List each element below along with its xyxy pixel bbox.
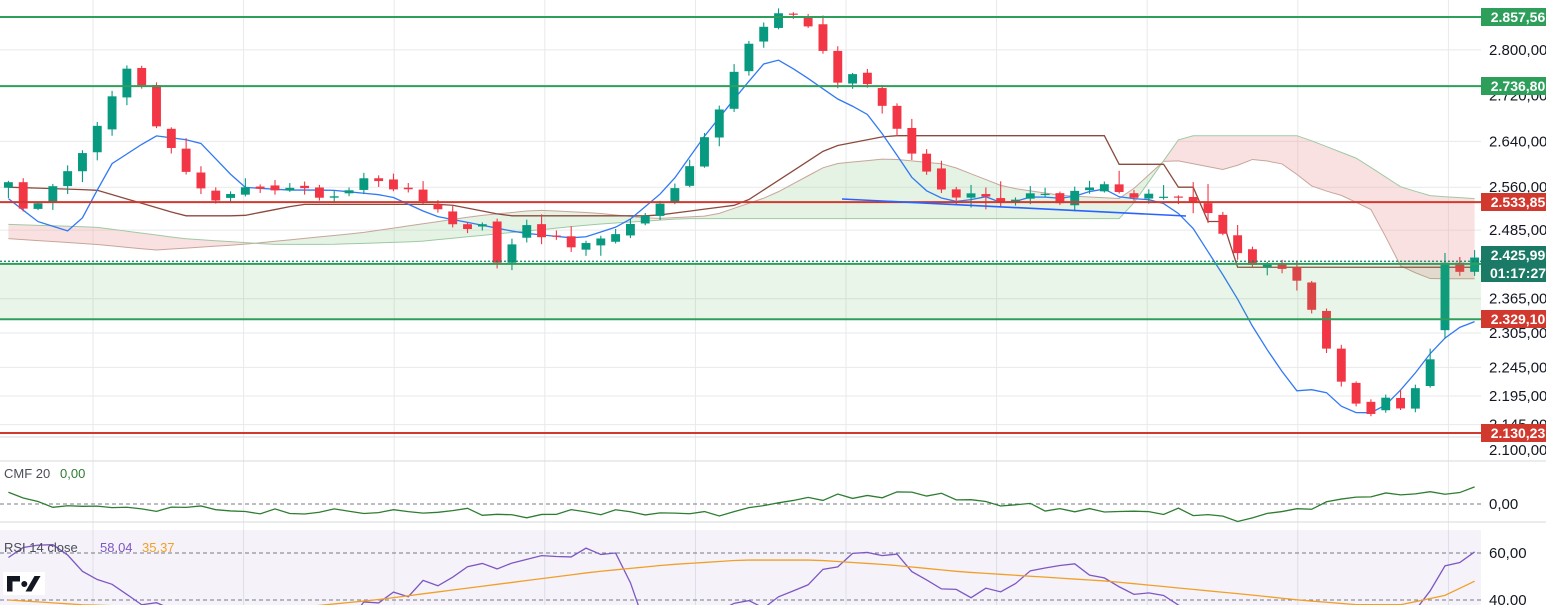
svg-text:2.800,00: 2.800,00 — [1489, 42, 1546, 59]
svg-text:0,00: 0,00 — [60, 466, 85, 481]
svg-text:60,00: 60,00 — [1489, 545, 1527, 562]
svg-text:2.195,00: 2.195,00 — [1489, 388, 1546, 405]
svg-text:2.485,00: 2.485,00 — [1489, 222, 1546, 239]
svg-text:40,00: 40,00 — [1489, 592, 1527, 605]
svg-text:2.100,00: 2.100,00 — [1489, 442, 1546, 459]
svg-text:2.900,00: 2.900,00 — [1489, 0, 1546, 2]
svg-text:CMF 20: CMF 20 — [4, 466, 50, 481]
svg-text:2.365,00: 2.365,00 — [1489, 291, 1546, 308]
svg-text:35,37: 35,37 — [142, 540, 175, 555]
svg-text:58,04: 58,04 — [100, 540, 133, 555]
svg-text:0,00: 0,00 — [1489, 496, 1518, 513]
svg-text:2.640,00: 2.640,00 — [1489, 133, 1546, 150]
svg-text:RSI 14 close: RSI 14 close — [4, 540, 78, 555]
svg-text:2.245,00: 2.245,00 — [1489, 359, 1546, 376]
